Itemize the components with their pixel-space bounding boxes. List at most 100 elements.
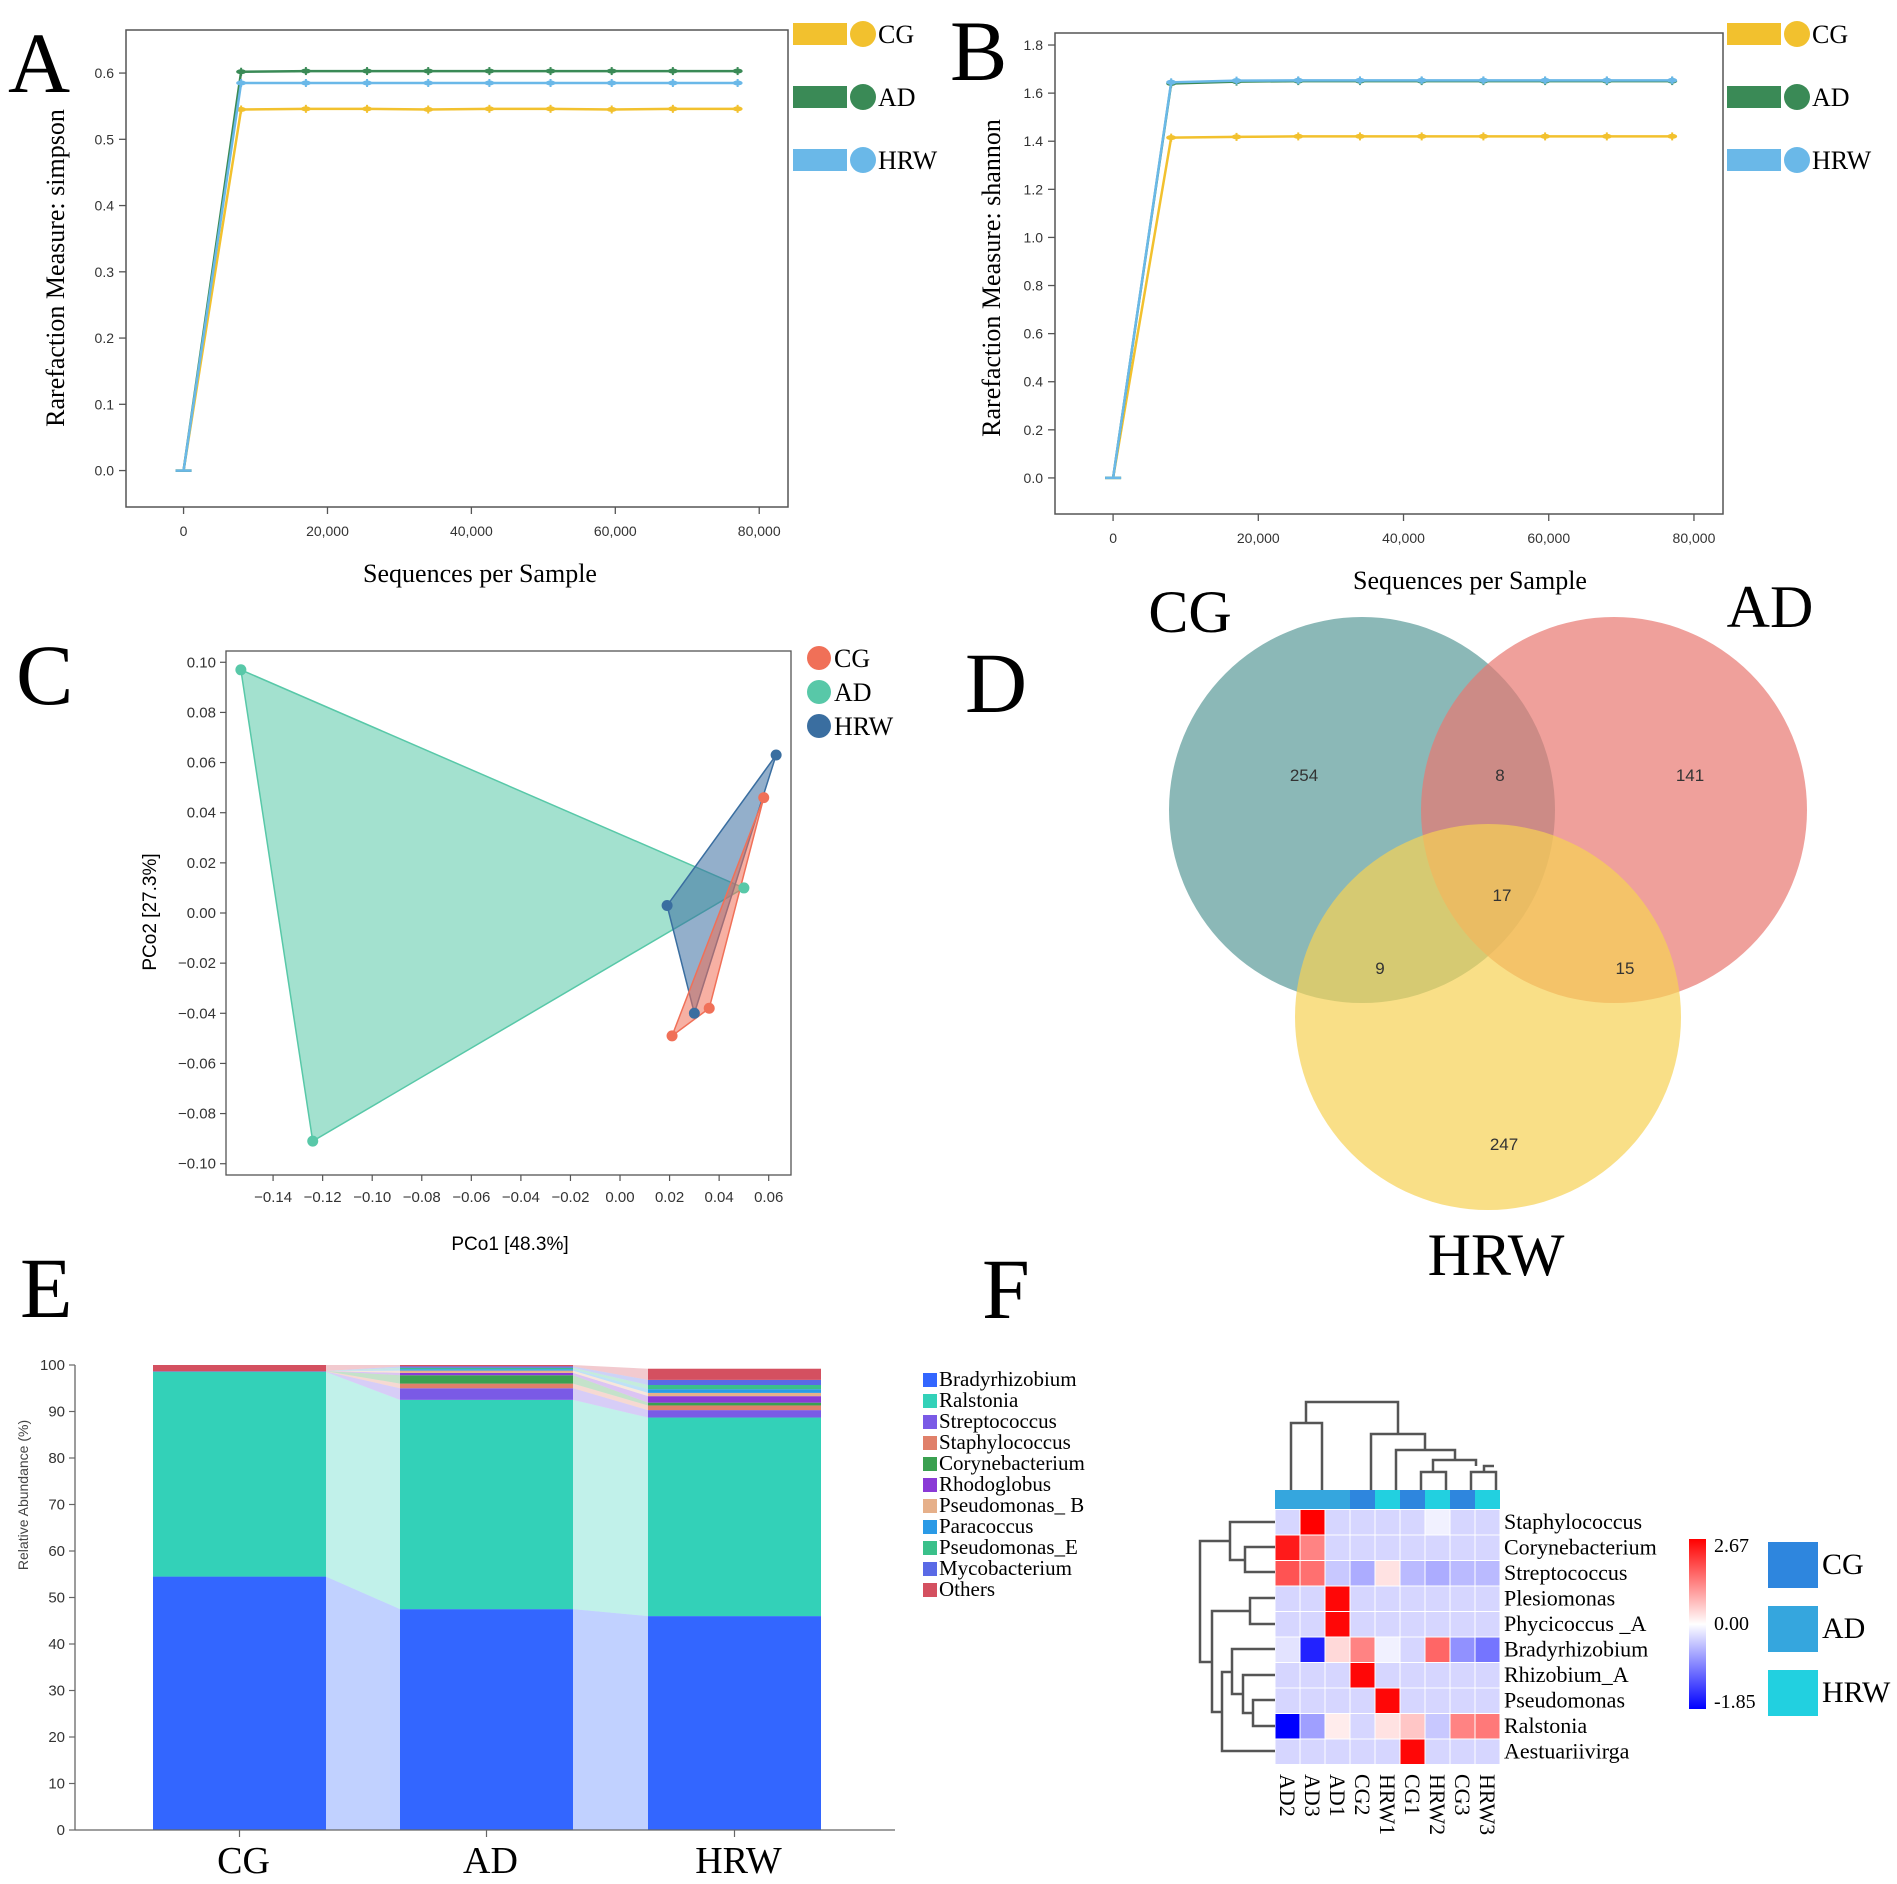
- legend-swatch: [923, 1436, 937, 1450]
- legend-label: Staphylococcus: [939, 1430, 1071, 1454]
- row-label: Phycicoccus _A: [1504, 1611, 1646, 1636]
- data-point: [732, 68, 743, 74]
- legend-e: BradyrhizobiumRalstoniaStreptococcusStap…: [923, 1367, 1085, 1601]
- point-cg: [703, 1002, 715, 1014]
- legend-swatch: [793, 23, 847, 45]
- y-tick-label: 0.06: [187, 755, 216, 772]
- heat-cell: [1424, 1534, 1451, 1561]
- data-point: [667, 68, 678, 74]
- y-tick-label: 80: [48, 1450, 65, 1467]
- flow-band: [573, 1388, 648, 1418]
- x-tick-label: 40,000: [450, 523, 493, 539]
- data-point: [362, 106, 373, 112]
- heat-cell: [1399, 1687, 1426, 1714]
- row-label: Plesiomonas: [1504, 1586, 1615, 1611]
- row-dendro-rhiz-join: [1241, 1673, 1275, 1715]
- flow-band: [573, 1399, 648, 1617]
- x-tick-label: 0.04: [705, 1189, 734, 1206]
- heat-cell: [1474, 1509, 1501, 1536]
- heat-cell: [1424, 1713, 1451, 1740]
- data-point: [545, 106, 556, 112]
- data-point: [484, 68, 495, 74]
- legend-swatch: [923, 1520, 937, 1534]
- y-tick-label: 70: [48, 1497, 65, 1514]
- bar-segment: [153, 1371, 326, 1577]
- row-dendro-aest-join: [1220, 1670, 1275, 1753]
- heat-cell: [1274, 1585, 1301, 1612]
- bar-segment: [648, 1396, 821, 1403]
- legend-label: Ralstonia: [939, 1388, 1019, 1412]
- data-point: [732, 80, 743, 86]
- heat-cell: [1399, 1611, 1426, 1638]
- flow-band: [326, 1371, 400, 1400]
- legend-label: CG: [878, 20, 914, 49]
- series-line-ad: [1111, 79, 1673, 479]
- heat-cell: [1324, 1560, 1351, 1587]
- y-tick-label: 0.04: [187, 805, 216, 822]
- x-tick-label: 0.02: [655, 1189, 684, 1206]
- heat-cell: [1374, 1662, 1401, 1689]
- y-tick-label: 20: [48, 1729, 65, 1746]
- heat-cell: [1374, 1534, 1401, 1561]
- series-line-cg: [1111, 135, 1673, 479]
- y-tick-label: 0: [57, 1822, 65, 1839]
- hull-ad: [239, 668, 746, 1143]
- data-point: [423, 68, 434, 74]
- y-axis-label-b: Rarefaction Measure: shannon: [977, 119, 1006, 437]
- venn-count-hrw-only: 247: [1490, 1135, 1518, 1154]
- legend-swatch: [1727, 23, 1781, 45]
- heat-cell: [1274, 1560, 1301, 1587]
- y-tick-label: 1.0: [1024, 229, 1044, 245]
- heat-cell: [1374, 1713, 1401, 1740]
- x-tick-label: CG: [217, 1840, 270, 1882]
- row-label: Staphylococcus: [1504, 1509, 1642, 1534]
- legend-swatch: [923, 1499, 937, 1513]
- venn-circle-hrw: [1295, 824, 1681, 1210]
- col-dendro-hrw3-join: [1482, 1464, 1494, 1472]
- y-tick-label: −0.08: [178, 1106, 216, 1123]
- data-point: [236, 80, 247, 86]
- x-tick-label: 60,000: [1527, 530, 1570, 546]
- row-label: Aestuariivirga: [1504, 1739, 1630, 1764]
- heat-cell: [1399, 1534, 1426, 1561]
- x-axis-label-c: PCo1 [48.3%]: [451, 1234, 568, 1255]
- legend-swatch: [923, 1541, 937, 1555]
- series-line-ad: [182, 69, 738, 471]
- bar-segment: [400, 1399, 573, 1610]
- heat-cell: [1349, 1713, 1376, 1740]
- heat-cell: [1399, 1636, 1426, 1663]
- y-tick-label: 0.3: [95, 264, 115, 280]
- heat-cell: [1324, 1687, 1351, 1714]
- data-point: [732, 106, 743, 112]
- column-label: CG3: [1450, 1774, 1475, 1816]
- legend-label: HRW: [1812, 146, 1872, 175]
- row-label: Bradyrhizobium: [1504, 1637, 1648, 1662]
- data-point: [606, 80, 617, 86]
- row-dendro-cory-strep: [1243, 1545, 1275, 1574]
- heat-cell: [1324, 1738, 1351, 1765]
- heat-cell: [1424, 1687, 1451, 1714]
- x-axis-label-a: Sequences per Sample: [363, 559, 597, 588]
- heat-cell: [1449, 1636, 1476, 1663]
- flow-band: [326, 1371, 400, 1384]
- y-tick-label: 50: [48, 1590, 65, 1607]
- x-tick-label: 60,000: [594, 523, 637, 539]
- column-label: CG2: [1350, 1774, 1375, 1816]
- legend-swatch: [793, 86, 847, 108]
- x-tick-label: HRW: [695, 1840, 782, 1882]
- heat-cell: [1399, 1585, 1426, 1612]
- bar-segment: [400, 1372, 573, 1376]
- data-point: [1293, 77, 1304, 83]
- bar-segment: [400, 1370, 573, 1373]
- legend-label: Paracoccus: [939, 1514, 1033, 1538]
- point-hrw: [661, 899, 673, 911]
- hull-cg: [670, 797, 765, 1038]
- legend-marker: [1784, 147, 1810, 173]
- data-point: [1354, 77, 1365, 83]
- heat-cell: [1274, 1534, 1301, 1561]
- flow-band: [573, 1375, 648, 1406]
- heat-cell: [1299, 1687, 1326, 1714]
- scale-label-min: -1.85: [1714, 1691, 1756, 1713]
- series-line-hrw: [1111, 79, 1673, 479]
